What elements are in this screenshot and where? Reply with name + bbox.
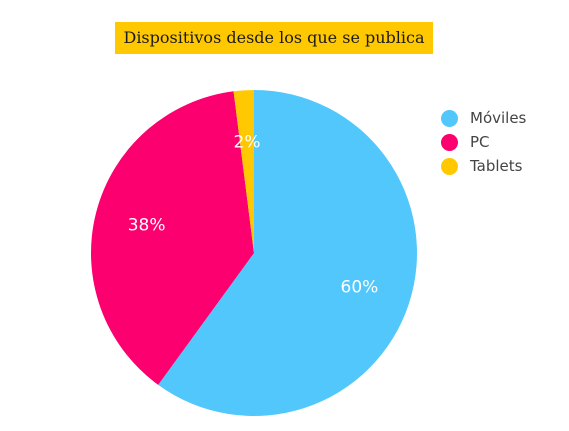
legend-item-tablets[interactable]: Tablets	[441, 154, 526, 178]
pie-label-tablets: 2%	[234, 132, 261, 152]
legend-item-moviles[interactable]: Móviles	[441, 106, 526, 130]
legend: Móviles PC Tablets	[441, 106, 526, 178]
legend-label-moviles: Móviles	[470, 109, 527, 127]
legend-item-pc[interactable]: PC	[441, 130, 526, 154]
legend-label-tablets: Tablets	[470, 157, 523, 175]
legend-swatch-moviles	[441, 109, 458, 127]
legend-swatch-tablets	[441, 157, 458, 175]
pie-label-pc: 38%	[128, 215, 166, 235]
pie-slice-tablets[interactable]	[233, 90, 254, 253]
pie-slice-m-viles[interactable]	[158, 90, 417, 416]
pie-slice-pc[interactable]	[91, 91, 254, 385]
chart-title: Dispositivos desde los que se publica	[115, 22, 433, 54]
legend-swatch-pc	[441, 133, 458, 151]
pie-label-m-viles: 60%	[341, 277, 379, 297]
legend-label-pc: PC	[470, 133, 490, 151]
